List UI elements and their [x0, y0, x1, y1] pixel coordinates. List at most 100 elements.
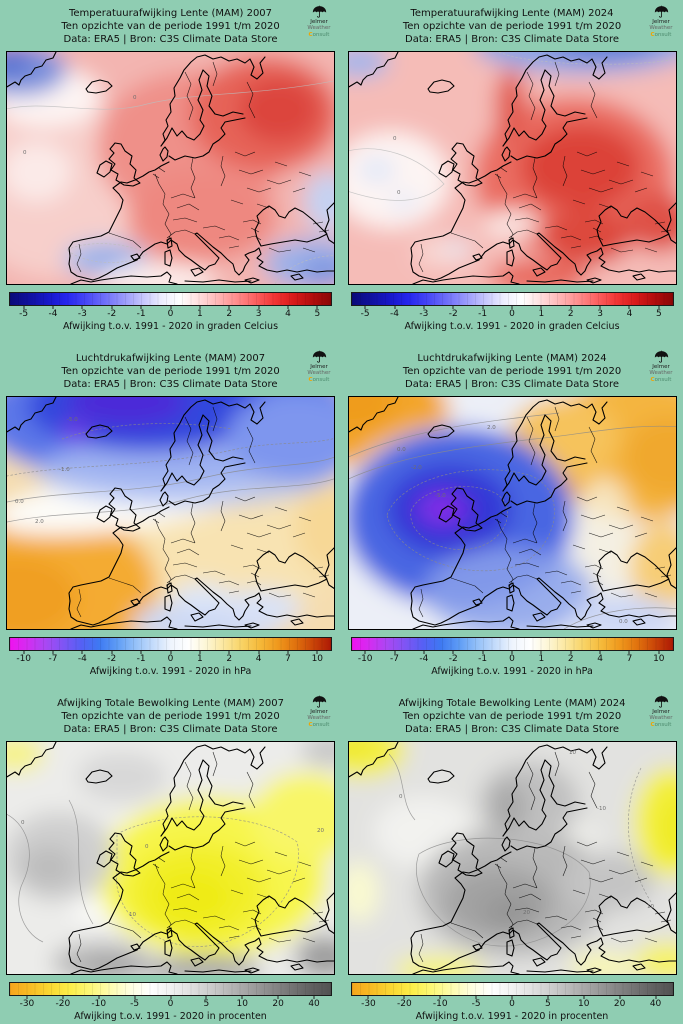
- colorbar-caption: Afwijking t.o.v. 1991 - 2020 in procente…: [74, 1011, 267, 1023]
- colorbar-tick-mark: [511, 996, 513, 1000]
- colorbar-tick-label: -30: [19, 999, 35, 1010]
- colorbar-tick-mark: [199, 306, 201, 310]
- colorbar-tick-mark: [287, 306, 289, 310]
- colorbar-tick-label: -1: [478, 654, 488, 665]
- colorbar-tick-label: 0: [509, 309, 515, 320]
- colorbar-caption: Afwijking t.o.v. 1991 - 2020 in procente…: [415, 1011, 609, 1023]
- colorbar-tick-mark: [170, 306, 171, 310]
- colorbar-tick-label: 2: [567, 309, 574, 320]
- colorbar-tick-label: 7: [626, 654, 633, 665]
- title-line-3: Data: ERA5 | Bron: C3S Climate Data Stor…: [405, 33, 619, 45]
- colorbar-tick-mark: [52, 306, 54, 310]
- colorbar-tick-mark: [570, 306, 572, 310]
- colorbar-tick-mark: [439, 996, 441, 1000]
- colorbar-tick-label: 40: [308, 999, 320, 1010]
- logo-line: Jelmer: [652, 19, 670, 25]
- colorbar-caption: Afwijking t.o.v. 1991 - 2020 in graden C…: [62, 321, 279, 333]
- colorbar-tick-mark: [140, 306, 142, 310]
- umbrella-icon: [654, 5, 668, 18]
- colorbar-tick-label: 10: [236, 999, 248, 1010]
- colorbar-tick-label: -4: [419, 654, 429, 665]
- colorbar-gradient: [350, 637, 674, 652]
- colorbar-tick-label: 3: [255, 309, 262, 320]
- colorbar-tick-labels: -30 -20 -10 -5 0 5 10 20 40: [351, 999, 674, 1010]
- colorbar-tick-mark: [540, 306, 542, 310]
- colorbar-tick-label: 5: [655, 309, 662, 320]
- logo-line: Consult: [308, 376, 330, 383]
- contour-labels: 2.0 0.0 -2.0 -5.0 0.0: [397, 425, 628, 625]
- colorbar-gradient: [9, 637, 332, 652]
- title-line-3: Data: ERA5 | Bron: C3S Climate Data Stor…: [405, 378, 619, 390]
- umbrella-icon: [312, 350, 326, 363]
- colorbar-tick-marks: [9, 306, 332, 310]
- colorbar-tick-label: 40: [649, 999, 662, 1010]
- colorbar-tick-label: 0: [509, 999, 515, 1010]
- contour-lines: [7, 80, 334, 285]
- colorbar-tick-mark: [81, 306, 83, 310]
- logo-line: Consult: [308, 31, 330, 38]
- colorbar-tick-mark: [628, 306, 630, 310]
- colorbar-tick-marks: [351, 306, 674, 310]
- anomaly-map-temperature-2007: 0 0: [6, 51, 335, 286]
- colorbar-tick-mark: [364, 651, 366, 655]
- colorbar-tick-mark: [241, 996, 243, 1000]
- colorbar-tick-label: -2: [448, 309, 458, 320]
- colorbar-tick-mark: [583, 996, 585, 1000]
- colorbar-tick-mark: [258, 651, 260, 655]
- colorbar-tick-mark: [52, 651, 54, 655]
- colorbar-gradient: [9, 982, 332, 997]
- logo-line: Weather: [649, 715, 673, 722]
- title-line-1: Luchtdrukafwijking Lente (MAM) 2024: [417, 353, 607, 364]
- title-line-3: Data: ERA5 | Bron: C3S Climate Data Stor…: [63, 723, 278, 735]
- colorbar-tick-label: 20: [613, 999, 626, 1010]
- colorbar-tick-label: 7: [285, 654, 291, 665]
- anomaly-field: [7, 397, 334, 630]
- colorbar-tick-label: 4: [285, 309, 291, 320]
- jelmer-weather-consult-logo: Jelmer Weather Consult: [642, 694, 680, 728]
- colorbar-tick-label: -7: [390, 654, 400, 665]
- colorbar-tick-label: 0: [509, 654, 515, 665]
- colorbar-caption: Afwijking t.o.v. 1991 - 2020 in graden C…: [404, 321, 620, 333]
- colorbar-tick-mark: [658, 651, 660, 655]
- colorbar-tick-label: -5: [360, 309, 370, 320]
- colorbar-tick-labels: -10 -7 -4 -2 -1 0 1 2 4 7 10: [351, 654, 674, 665]
- colorbar-tick-label: -1: [136, 654, 146, 665]
- colorbar-tick-mark: [111, 306, 113, 310]
- logo-line: Jelmer: [310, 19, 328, 25]
- svg-text:-5.0: -5.0: [435, 493, 446, 499]
- colorbar-tick-mark: [394, 651, 396, 655]
- anomaly-field: [7, 742, 334, 975]
- logo-line: Consult: [308, 721, 330, 728]
- colorbar-pressure: -10 -7 -4 -2 -1 0 1 2 4 7 10: [9, 637, 332, 665]
- colorbar-tick-labels: -30 -20 -10 -5 0 5 10 20 40: [9, 999, 332, 1010]
- colorbar-tick-mark: [277, 996, 279, 1000]
- jelmer-weather-consult-logo: Jelmer Weather Consult: [642, 349, 680, 383]
- logo-line: Consult: [650, 376, 672, 383]
- colorbar-tick-label: -20: [55, 999, 71, 1010]
- svg-text:-5.0: -5.0: [67, 417, 78, 423]
- colorbar-tick-label: -7: [48, 654, 58, 665]
- title-line-2: Ten opzichte van de periode 1991 t/m 202…: [61, 710, 280, 722]
- contour-labels: 0 0: [393, 136, 401, 196]
- colorbar-clouds: -30 -20 -10 -5 0 5 10 20 40: [350, 982, 674, 1010]
- colorbar-tick-label: 4: [597, 654, 603, 665]
- panel-title: Temperatuurafwijking Lente (MAM) 2007 Te…: [0, 8, 341, 46]
- svg-text:0: 0: [23, 150, 27, 156]
- contour-labels: -5.0 -1.0 0.0 2.0: [15, 417, 78, 525]
- panel-temperature-2024: Temperatuurafwijking Lente (MAM) 2024 Te…: [341, 0, 683, 345]
- svg-text:2.0: 2.0: [35, 519, 44, 525]
- colorbar-tick-mark: [658, 306, 660, 310]
- anomaly-map-clouds-2007: 0 10 20 0: [6, 741, 335, 976]
- colorbar-tick-label: 1: [196, 309, 203, 320]
- colorbar-tick-mark: [423, 651, 425, 655]
- anomaly-field: [348, 742, 676, 975]
- title-line-2: Ten opzichte van de periode 1991 t/m 202…: [402, 20, 622, 32]
- colorbar-tick-label: -2: [107, 654, 117, 665]
- title-line-1: Temperatuurafwijking Lente (MAM) 2024: [410, 8, 614, 19]
- umbrella-icon: [312, 695, 326, 708]
- colorbar-tick-label: -5: [130, 999, 140, 1010]
- svg-text:20: 20: [317, 828, 324, 834]
- colorbar-tick-marks: [351, 651, 674, 655]
- logo-line: Jelmer: [652, 364, 670, 370]
